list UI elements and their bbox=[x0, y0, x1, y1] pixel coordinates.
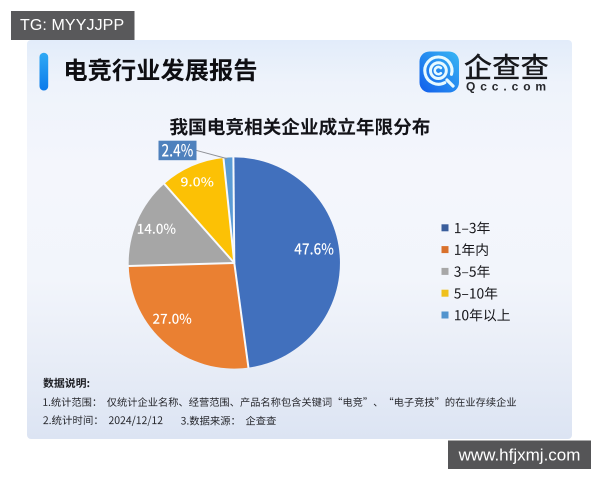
svg-text:Qcc.com: Qcc.com bbox=[466, 79, 551, 93]
svg-text:TG: MYYJJPP: TG: MYYJJPP bbox=[20, 17, 124, 34]
svg-text:www.hfjxmj.com: www.hfjxmj.com bbox=[458, 446, 581, 465]
